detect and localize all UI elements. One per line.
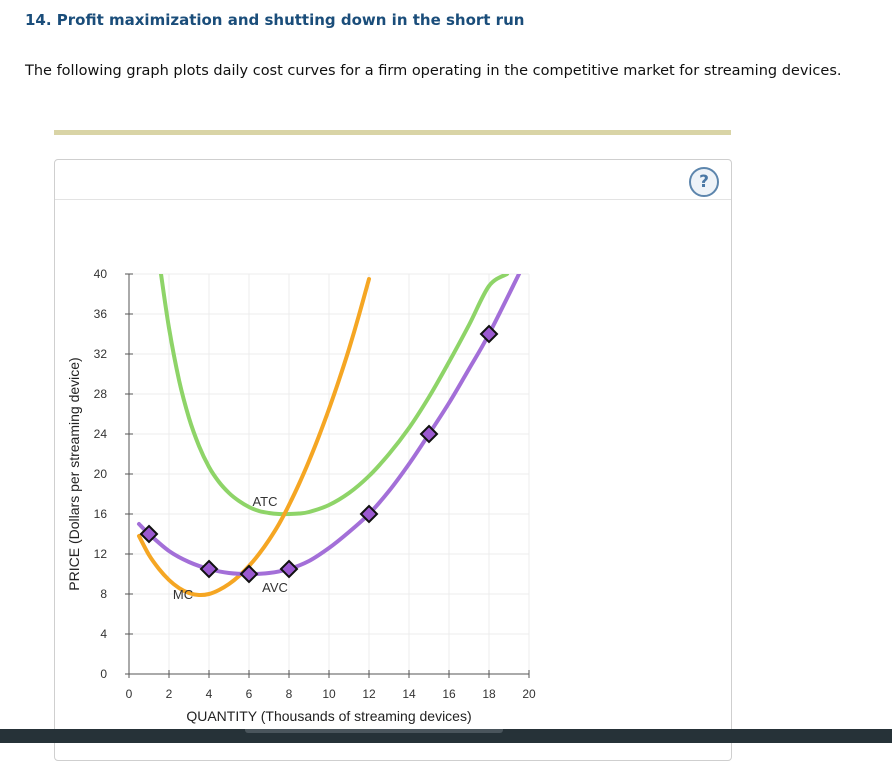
avc-point[interactable]	[479, 324, 499, 344]
x-tick-label: 10	[322, 687, 336, 701]
avc-point[interactable]	[239, 564, 259, 584]
x-tick-label: 12	[362, 687, 376, 701]
curves	[137, 274, 521, 598]
x-tick-label: 16	[442, 687, 456, 701]
x-tick-label: 14	[402, 687, 416, 701]
y-tick-label: 24	[94, 427, 108, 441]
avc-point[interactable]	[199, 559, 219, 579]
mc-curve	[137, 277, 371, 598]
question-title: 14. Profit maximization and shutting dow…	[25, 11, 525, 29]
panel-header-divider	[55, 199, 731, 200]
avc-point[interactable]	[139, 524, 159, 544]
y-tick-label: 36	[94, 307, 108, 321]
y-axis-title: PRICE (Dollars per streaming device)	[66, 357, 82, 590]
y-tick-label: 28	[94, 387, 108, 401]
bottom-bar	[0, 729, 892, 743]
y-tick-label: 40	[94, 267, 108, 281]
x-tick-label: 8	[286, 687, 293, 701]
y-tick-label: 16	[94, 507, 108, 521]
x-tick-label: 6	[246, 687, 253, 701]
y-tick-label: 12	[94, 547, 108, 561]
avc-label: AVC	[262, 580, 288, 595]
avc-point[interactable]	[359, 504, 379, 524]
avc-curve	[137, 274, 521, 577]
graph-panel: ?	[54, 159, 732, 761]
grid	[129, 273, 530, 674]
y-tick-label: 20	[94, 467, 108, 481]
points	[139, 324, 499, 584]
y-tick-label: 8	[100, 587, 107, 601]
avc-point[interactable]	[279, 559, 299, 579]
bottom-bar-handle[interactable]	[245, 729, 503, 733]
mc-label: MC	[173, 587, 193, 602]
x-tick-label: 4	[206, 687, 213, 701]
avc-point[interactable]	[419, 424, 439, 444]
x-axis-title: QUANTITY (Thousands of streaming devices…	[186, 708, 471, 724]
divider	[54, 130, 731, 135]
curve-labels: ATC MC AVC	[173, 494, 288, 602]
x-tick-label: 2	[166, 687, 173, 701]
x-tick-label: 20	[522, 687, 536, 701]
y-tick-label: 32	[94, 347, 108, 361]
x-tick-label: 18	[482, 687, 496, 701]
y-tick-label: 4	[100, 627, 107, 641]
help-button[interactable]: ?	[689, 167, 719, 197]
x-tick-label: 0	[126, 687, 133, 701]
atc-label: ATC	[252, 494, 277, 509]
y-tick-label: 0	[100, 667, 107, 681]
question-prompt: The following graph plots daily cost cur…	[25, 63, 842, 79]
